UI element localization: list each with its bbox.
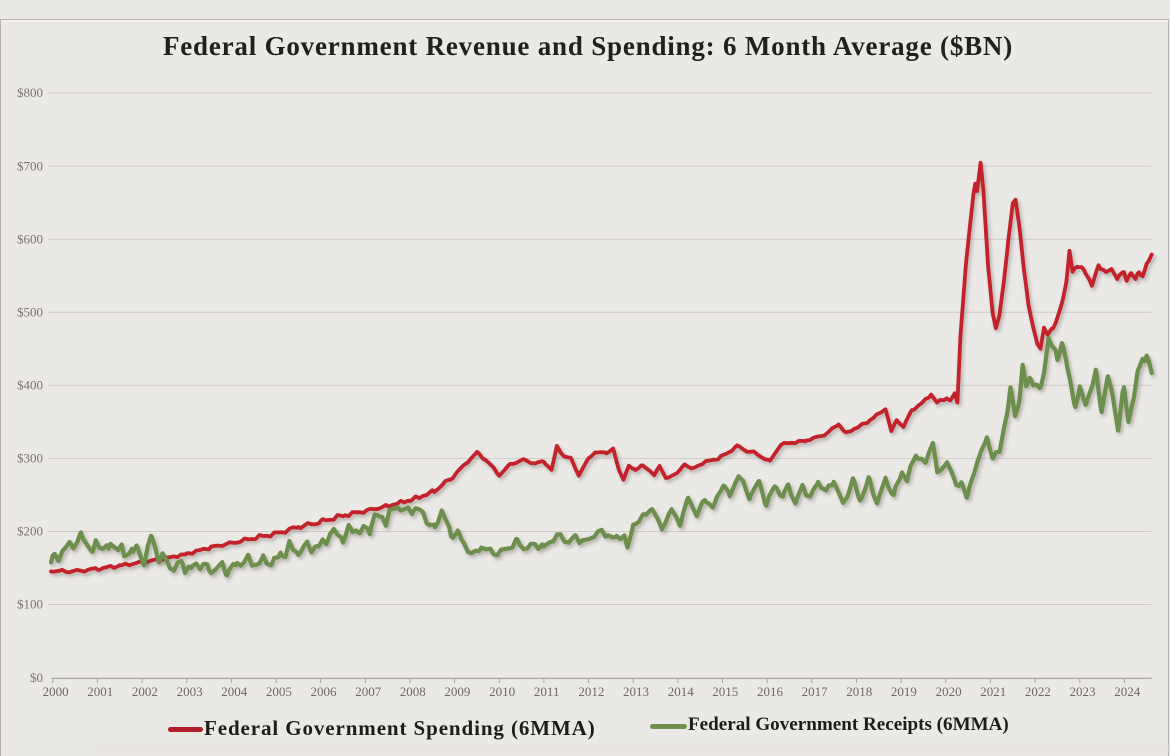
svg-text:2004: 2004 xyxy=(221,684,248,699)
svg-text:2019: 2019 xyxy=(891,684,917,699)
svg-text:2012: 2012 xyxy=(578,684,604,699)
svg-text:2018: 2018 xyxy=(846,684,872,699)
svg-text:2001: 2001 xyxy=(87,684,113,699)
svg-text:2022: 2022 xyxy=(1025,684,1051,699)
svg-text:$800: $800 xyxy=(17,85,43,100)
svg-text:2014: 2014 xyxy=(668,684,695,699)
svg-text:2023: 2023 xyxy=(1070,684,1096,699)
svg-text:2002: 2002 xyxy=(132,684,158,699)
svg-text:$500: $500 xyxy=(17,304,43,319)
svg-text:2020: 2020 xyxy=(936,684,962,699)
svg-text:2003: 2003 xyxy=(177,684,203,699)
svg-text:2005: 2005 xyxy=(266,684,292,699)
svg-text:2021: 2021 xyxy=(980,684,1006,699)
svg-text:$600: $600 xyxy=(17,231,43,246)
svg-text:2011: 2011 xyxy=(534,684,560,699)
svg-text:$0: $0 xyxy=(30,670,43,685)
svg-text:2024: 2024 xyxy=(1114,684,1141,699)
svg-text:2016: 2016 xyxy=(757,684,784,699)
svg-text:2010: 2010 xyxy=(489,684,515,699)
svg-text:2009: 2009 xyxy=(444,684,470,699)
svg-text:$100: $100 xyxy=(17,597,43,612)
svg-text:2008: 2008 xyxy=(400,684,426,699)
svg-text:2013: 2013 xyxy=(623,684,649,699)
svg-text:2017: 2017 xyxy=(802,684,829,699)
svg-text:2015: 2015 xyxy=(712,684,738,699)
svg-text:$400: $400 xyxy=(17,378,43,393)
svg-text:2000: 2000 xyxy=(43,684,69,699)
svg-text:$200: $200 xyxy=(17,524,43,539)
svg-text:2006: 2006 xyxy=(311,684,338,699)
svg-text:$700: $700 xyxy=(17,158,43,173)
svg-text:$300: $300 xyxy=(17,451,43,466)
svg-text:2007: 2007 xyxy=(355,684,382,699)
